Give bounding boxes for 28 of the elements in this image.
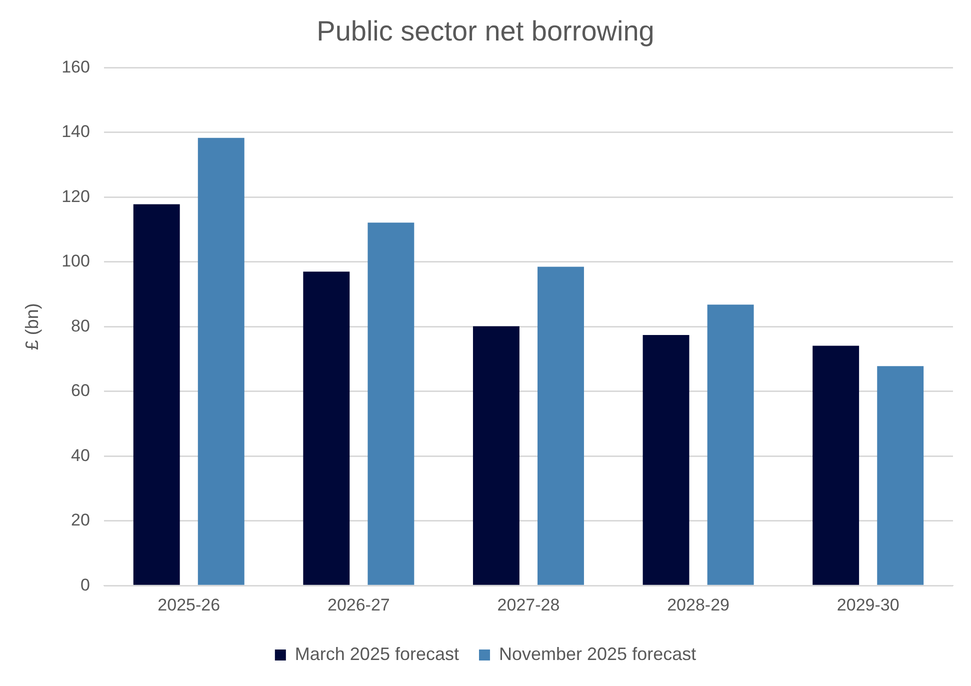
- x-tick-label: 2027-28: [497, 595, 560, 614]
- x-tick-label: 2028-29: [667, 595, 730, 614]
- bar: [303, 272, 350, 585]
- legend-label: March 2025 forecast: [294, 644, 459, 664]
- bar: [538, 266, 584, 585]
- bar: [472, 326, 520, 585]
- bar: [133, 204, 180, 585]
- bar: [812, 346, 860, 585]
- y-tick-label: 0: [80, 575, 90, 594]
- y-tick-label: 120: [62, 186, 90, 206]
- x-tick-label: 2029-30: [836, 595, 900, 614]
- chart-title: Public sector net borrowing: [316, 16, 654, 47]
- y-tick-label: 160: [62, 57, 90, 76]
- y-tick-label: 80: [71, 316, 90, 336]
- bar: [707, 304, 754, 585]
- legend-label: November 2025 forecast: [498, 644, 696, 664]
- y-tick-label: 40: [71, 446, 90, 465]
- y-tick-label: 140: [62, 122, 90, 142]
- y-axis-title: £ (bn): [22, 303, 42, 350]
- y-tick-label: 20: [71, 510, 90, 530]
- y-tick-label: 100: [62, 252, 90, 271]
- bar: [198, 138, 244, 585]
- x-tick-label: 2025-26: [158, 595, 220, 614]
- bar: [642, 335, 690, 585]
- bar: [368, 222, 414, 585]
- y-tick-label: 60: [71, 381, 90, 400]
- x-tick-label: 2026-27: [327, 595, 390, 614]
- bar: [877, 366, 924, 585]
